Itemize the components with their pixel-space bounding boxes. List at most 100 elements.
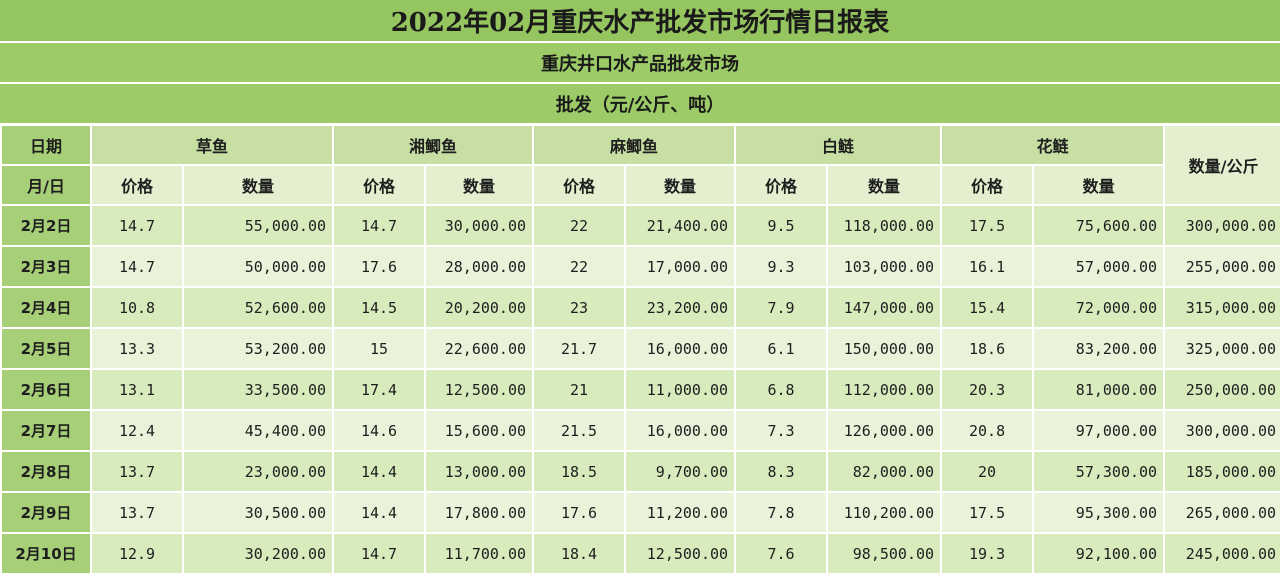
qty-cell: 103,000.00 — [828, 247, 941, 286]
qty-cell: 17,800.00 — [426, 493, 533, 532]
price-cell: 9.5 — [736, 206, 827, 245]
price-cell: 7.9 — [736, 288, 827, 327]
qty-cell: 75,600.00 — [1034, 206, 1164, 245]
qty-cell: 110,200.00 — [828, 493, 941, 532]
date-cell: 2月5日 — [2, 329, 90, 368]
qty-cell: 52,600.00 — [184, 288, 333, 327]
price-cell: 18.4 — [534, 534, 625, 573]
total-qty-cell: 315,000.00 — [1165, 288, 1280, 327]
qty-cell: 11,700.00 — [426, 534, 533, 573]
price-cell: 7.6 — [736, 534, 827, 573]
price-cell: 19.3 — [942, 534, 1033, 573]
qty-cell: 28,000.00 — [426, 247, 533, 286]
price-cell: 15.4 — [942, 288, 1033, 327]
price-cell: 15 — [334, 329, 425, 368]
date-cell: 2月7日 — [2, 411, 90, 450]
table-body: 2月2日 14.7 55,000.00 14.7 30,000.00 22 21,400.0… — [2, 206, 1280, 573]
qty-cell: 112,000.00 — [828, 370, 941, 409]
price-cell: 21.5 — [534, 411, 625, 450]
group-header-silver-carp: 白鲢 — [736, 126, 941, 164]
price-cell: 13.7 — [92, 452, 182, 491]
qty-header: 数量 — [426, 166, 533, 204]
qty-cell: 30,000.00 — [426, 206, 533, 245]
divider — [0, 41, 1280, 43]
price-cell: 13.3 — [92, 329, 182, 368]
price-cell: 22 — [534, 247, 625, 286]
qty-cell: 55,000.00 — [184, 206, 333, 245]
group-header-bighead-carp: 花鲢 — [942, 126, 1164, 164]
table-row: 2月10日 12.9 30,200.00 14.7 11,700.00 18.4 12,50… — [2, 534, 1280, 573]
qty-header: 数量 — [828, 166, 941, 204]
header-row-groups: 日期 草鱼 湘鲫鱼 麻鲫鱼 白鲢 花鲢 数量/公斤 — [2, 126, 1280, 204]
qty-cell: 82,000.00 — [828, 452, 941, 491]
price-cell: 13.7 — [92, 493, 182, 532]
date-cell: 2月8日 — [2, 452, 90, 491]
price-cell: 6.8 — [736, 370, 827, 409]
qty-cell: 30,500.00 — [184, 493, 333, 532]
price-cell: 14.6 — [334, 411, 425, 450]
table-row: 2月7日 12.4 45,400.00 14.6 15,600.00 21.5 16,000… — [2, 411, 1280, 450]
price-cell: 13.1 — [92, 370, 182, 409]
total-qty-cell: 265,000.00 — [1165, 493, 1280, 532]
qty-cell: 53,200.00 — [184, 329, 333, 368]
price-header: 价格 — [92, 166, 182, 204]
unit-label: 批发（元/公斤、吨） — [0, 84, 1280, 123]
qty-cell: 33,500.00 — [184, 370, 333, 409]
price-cell: 14.7 — [334, 534, 425, 573]
price-header: 价格 — [736, 166, 827, 204]
total-qty-header: 数量/公斤 — [1165, 126, 1280, 204]
price-cell: 17.6 — [334, 247, 425, 286]
qty-cell: 92,100.00 — [1034, 534, 1164, 573]
qty-cell: 15,600.00 — [426, 411, 533, 450]
qty-cell: 95,300.00 — [1034, 493, 1164, 532]
price-cell: 7.3 — [736, 411, 827, 450]
date-header: 日期 — [2, 126, 90, 164]
table-row: 2月6日 13.1 33,500.00 17.4 12,500.00 21 11,000.0… — [2, 370, 1280, 409]
table-row: 2月8日 13.7 23,000.00 14.4 13,000.00 18.5 9,700.… — [2, 452, 1280, 491]
qty-cell: 16,000.00 — [626, 329, 735, 368]
price-cell: 12.9 — [92, 534, 182, 573]
table-row: 2月2日 14.7 55,000.00 14.7 30,000.00 22 21,400.0… — [2, 206, 1280, 245]
price-cell: 18.5 — [534, 452, 625, 491]
qty-header: 数量 — [626, 166, 735, 204]
qty-cell: 13,000.00 — [426, 452, 533, 491]
qty-cell: 12,500.00 — [426, 370, 533, 409]
price-cell: 21 — [534, 370, 625, 409]
date-cell: 2月6日 — [2, 370, 90, 409]
price-cell: 23 — [534, 288, 625, 327]
price-cell: 6.1 — [736, 329, 827, 368]
price-cell: 7.8 — [736, 493, 827, 532]
qty-cell: 23,200.00 — [626, 288, 735, 327]
qty-cell: 20,200.00 — [426, 288, 533, 327]
qty-cell: 147,000.00 — [828, 288, 941, 327]
qty-cell: 16,000.00 — [626, 411, 735, 450]
price-cell: 12.4 — [92, 411, 182, 450]
price-cell: 17.5 — [942, 493, 1033, 532]
date-cell: 2月9日 — [2, 493, 90, 532]
table-row: 2月3日 14.7 50,000.00 17.6 28,000.00 22 17,000.0… — [2, 247, 1280, 286]
table-row: 2月9日 13.7 30,500.00 14.4 17,800.00 17.6 11,200… — [2, 493, 1280, 532]
qty-cell: 50,000.00 — [184, 247, 333, 286]
qty-cell: 21,400.00 — [626, 206, 735, 245]
qty-cell: 11,000.00 — [626, 370, 735, 409]
price-cell: 14.4 — [334, 493, 425, 532]
group-header-xiang-crucian: 湘鲫鱼 — [334, 126, 533, 164]
date-cell: 2月2日 — [2, 206, 90, 245]
group-header-grass-carp: 草鱼 — [92, 126, 333, 164]
price-cell: 20 — [942, 452, 1033, 491]
price-cell: 14.7 — [92, 206, 182, 245]
price-cell: 17.6 — [534, 493, 625, 532]
qty-cell: 23,000.00 — [184, 452, 333, 491]
total-qty-cell: 255,000.00 — [1165, 247, 1280, 286]
price-cell: 21.7 — [534, 329, 625, 368]
price-table: 日期 草鱼 湘鲫鱼 麻鲫鱼 白鲢 花鲢 数量/公斤 月/日 价格 数量 价格 数… — [0, 124, 1280, 575]
price-cell: 9.3 — [736, 247, 827, 286]
date-cell: 2月4日 — [2, 288, 90, 327]
price-cell: 10.8 — [92, 288, 182, 327]
total-qty-cell: 300,000.00 — [1165, 411, 1280, 450]
qty-cell: 118,000.00 — [828, 206, 941, 245]
qty-cell: 57,000.00 — [1034, 247, 1164, 286]
price-cell: 20.3 — [942, 370, 1033, 409]
price-cell: 17.4 — [334, 370, 425, 409]
price-cell: 8.3 — [736, 452, 827, 491]
